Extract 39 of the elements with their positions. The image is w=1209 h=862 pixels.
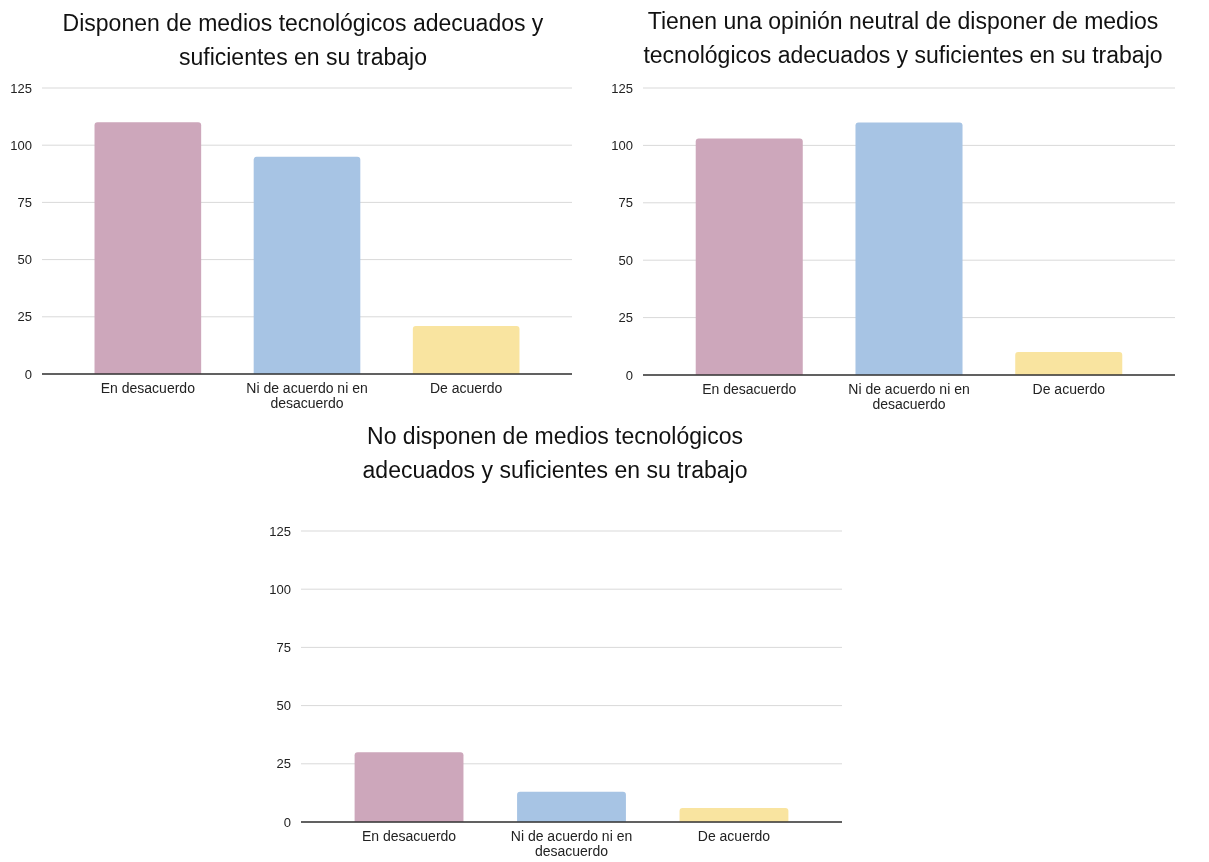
- x-tick-label: De acuerdo: [429, 379, 503, 396]
- bar: [412, 325, 520, 374]
- x-tick-label: Ni de acuerdo ni en desacuerdo: [246, 379, 368, 411]
- y-tick-label: 50: [17, 252, 32, 268]
- chart-title: No disponen de medios tecnológicos adecuados y suficientes en su trabajo: [362, 423, 748, 483]
- y-tick-label: 0: [283, 814, 291, 830]
- x-tick-label: En desacuerdo: [100, 379, 196, 396]
- y-tick-label: 125: [611, 80, 633, 96]
- x-tick-label: En desacuerdo: [702, 380, 797, 397]
- bar: [855, 122, 963, 375]
- x-tick-label: Ni de acuerdo ni en desacuerdo: [848, 380, 970, 412]
- y-tick-label: 50: [276, 698, 291, 714]
- y-tick-label: 75: [618, 195, 633, 211]
- y-tick-label: 0: [24, 366, 32, 382]
- bar: [354, 752, 464, 822]
- y-tick-label: 75: [276, 640, 291, 656]
- bar: [253, 156, 361, 374]
- x-tick-label: De acuerdo: [1032, 380, 1106, 397]
- y-tick-label: 0: [625, 367, 633, 383]
- y-tick-label: 100: [269, 581, 291, 597]
- y-tick-label: 100: [611, 138, 633, 154]
- y-tick-label: 100: [10, 137, 32, 153]
- y-tick-label: 50: [618, 252, 633, 268]
- chart-title: Tienen una opinión neutral de disponer de medios tecnológicos adecuados y suficientes en su trabajo: [643, 8, 1163, 68]
- y-tick-label: 25: [276, 756, 291, 772]
- bar: [695, 138, 803, 375]
- x-tick-label: De acuerdo: [697, 827, 771, 844]
- bar: [1015, 352, 1123, 375]
- chart-title: Disponen de medios tecnológicos adecuados y suficientes en su trabajo: [62, 10, 544, 70]
- bar: [517, 791, 626, 822]
- x-tick-label: Ni de acuerdo ni en desacuerdo: [510, 827, 633, 859]
- y-tick-label: 25: [618, 310, 633, 326]
- y-tick-label: 25: [17, 309, 32, 325]
- y-tick-label: 75: [17, 195, 32, 211]
- y-tick-label: 125: [10, 80, 32, 96]
- y-tick-label: 125: [269, 523, 291, 539]
- bar: [94, 122, 202, 374]
- x-tick-label: En desacuerdo: [361, 827, 457, 844]
- bar: [679, 808, 789, 822]
